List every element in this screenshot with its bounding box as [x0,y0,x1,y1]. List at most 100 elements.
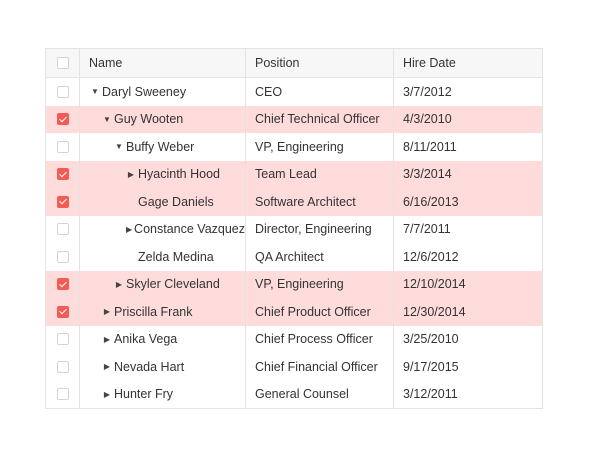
employee-position: Chief Product Officer [255,304,371,319]
row-select-checkbox[interactable] [56,223,69,236]
caret-down-icon[interactable]: ▼ [91,87,99,97]
caret-right-icon[interactable]: ▶ [103,362,111,372]
position-cell: Chief Process Officer [246,325,394,353]
employee-name: Nevada Hart [114,359,185,374]
row-select-cell [46,325,80,353]
row-select-checkbox[interactable] [56,333,69,346]
position-cell: QA Architect [246,243,394,271]
row-select-cell [46,353,80,381]
employee-position: VP, Engineering [255,277,344,292]
column-header-hire-date[interactable]: Hire Date [394,49,542,77]
employee-position: Director, Engineering [255,222,372,237]
rows-container: ▼ Daryl Sweeney CEO 3/7/2012 ▼ Guy Wooten Chie… [46,78,542,408]
position-cell: Chief Technical Officer [246,105,394,133]
hire-date-cell: 9/17/2015 [394,353,542,381]
tree-row[interactable]: ▶ Nevada Hart Chief Financial Officer 9/17/… [46,353,542,381]
row-select-checkbox[interactable] [56,278,69,291]
employee-name: Priscilla Frank [114,304,193,319]
caret-right-icon[interactable]: ▶ [103,389,111,399]
employee-name: Skyler Cleveland [126,277,220,292]
hire-date-cell: 8/11/2011 [394,133,542,161]
name-cell: ▼ Buffy Weber [80,133,246,161]
employee-hire-date: 6/16/2013 [403,194,459,209]
hire-date-cell: 3/3/2014 [394,161,542,189]
hire-date-cell: 3/25/2010 [394,326,542,354]
tree-row[interactable]: ▶ Hyacinth Hood Team Lead 3/3/2014 [46,160,542,189]
row-select-checkbox[interactable] [56,168,69,181]
column-header-position[interactable]: Position [246,49,394,77]
employee-position: QA Architect [255,249,324,264]
tree-row[interactable]: ▶ Constance Vazquez Director, Engineering 7… [46,215,542,244]
row-select-cell [46,298,80,326]
name-cell: ▶ Hunter Fry [80,380,246,408]
employee-hire-date: 3/7/2012 [403,84,452,99]
position-cell: VP, Engineering [246,133,394,161]
name-cell: Zelda Medina [80,243,246,271]
row-select-checkbox[interactable] [56,195,69,208]
column-header-hire-date-label: Hire Date [403,56,456,70]
row-select-checkbox[interactable] [56,85,69,98]
employee-position: Chief Process Officer [255,332,373,347]
column-header-name[interactable]: Name [80,49,246,77]
name-cell: ▶ Skyler Cleveland [80,270,246,298]
row-select-cell [46,105,80,133]
employee-name: Buffy Weber [126,139,195,154]
employee-position: Chief Technical Officer [255,112,380,127]
caret-right-icon[interactable]: ▶ [103,334,111,344]
employee-hire-date: 9/17/2015 [403,359,459,374]
row-select-cell [46,215,80,243]
employee-hire-date: 12/30/2014 [403,304,466,319]
column-header-name-label: Name [89,56,123,70]
name-cell: ▼ Daryl Sweeney [80,78,246,106]
tree-row[interactable]: ▼ Guy Wooten Chief Technical Officer 4/3/20… [46,105,542,134]
tree-row[interactable]: ▼ Buffy Weber VP, Engineering 8/11/2011 [46,133,542,161]
row-select-checkbox[interactable] [56,250,69,263]
employee-hire-date: 8/11/2011 [403,139,457,154]
caret-down-icon[interactable]: ▼ [103,114,111,124]
tree-row[interactable]: Gage Daniels Software Architect 6/16/2013 [46,188,542,216]
position-cell: CEO [246,78,394,106]
name-cell: ▶ Nevada Hart [80,353,246,381]
employee-name: Gage Daniels [138,194,214,209]
row-select-cell [46,270,80,298]
hire-date-cell: 4/3/2010 [394,106,542,134]
employee-position: Team Lead [255,167,317,182]
column-header-position-label: Position [255,56,300,70]
row-select-cell [46,243,80,271]
employee-position: Chief Financial Officer [255,359,378,374]
hire-date-cell: 6/16/2013 [394,188,542,216]
caret-right-icon[interactable]: ▶ [127,169,135,179]
hire-date-cell: 12/30/2014 [394,298,542,326]
tree-row[interactable]: ▶ Priscilla Frank Chief Product Officer 12/… [46,298,542,326]
row-select-checkbox[interactable] [56,140,69,153]
employee-position: CEO [255,84,283,99]
row-select-checkbox[interactable] [56,305,69,318]
employee-hire-date: 12/6/2012 [403,249,459,264]
position-cell: Chief Product Officer [246,298,394,326]
hire-date-cell: 7/7/2011 [394,216,542,244]
select-all-checkbox[interactable] [56,57,69,69]
row-select-checkbox[interactable] [56,388,69,401]
employee-hire-date: 7/7/2011 [403,222,451,237]
tree-row[interactable]: ▶ Hunter Fry General Counsel 3/12/2011 [46,380,542,408]
row-select-checkbox[interactable] [56,360,69,373]
hire-date-cell: 12/6/2012 [394,243,542,271]
caret-right-icon[interactable]: ▶ [115,279,123,289]
name-cell: ▶ Anika Vega [80,325,246,353]
position-cell: Software Architect [246,188,394,216]
employee-position: Software Architect [255,194,356,209]
hire-date-cell: 3/7/2012 [394,78,542,106]
caret-down-icon[interactable]: ▼ [115,142,123,152]
employee-name: Daryl Sweeney [102,84,187,99]
caret-right-icon[interactable]: ▶ [103,307,111,317]
employee-name: Guy Wooten [114,112,184,127]
position-cell: General Counsel [246,380,394,408]
tree-row[interactable]: Zelda Medina QA Architect 12/6/2012 [46,243,542,271]
tree-row[interactable]: ▶ Anika Vega Chief Process Officer 3/25/201… [46,325,542,354]
employee-name: Hunter Fry [114,387,174,402]
tree-list: Name Position Hire Date ▼ Daryl Sweeney CE… [45,48,543,409]
caret-right-icon[interactable]: ▶ [125,224,133,234]
tree-row[interactable]: ▶ Skyler Cleveland VP, Engineering 12/10/20… [46,270,542,298]
row-select-checkbox[interactable] [56,113,69,126]
tree-row[interactable]: ▼ Daryl Sweeney CEO 3/7/2012 [46,78,542,106]
